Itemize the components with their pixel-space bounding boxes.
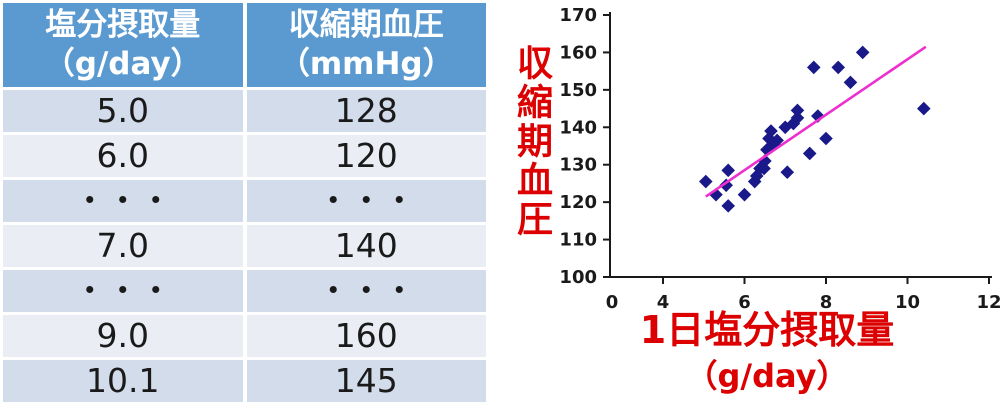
table-cell: 6.0: [3, 135, 243, 177]
x-axis-title: 1日塩分摂取量: [639, 308, 895, 352]
table-cell: 140: [246, 225, 486, 267]
x-tick-label: 8: [820, 292, 833, 313]
salt-bp-table: 塩分摂取量 （g/day） 収縮期血圧 （mmHg） 5.0 128 6.0 120 ・…: [3, 3, 486, 402]
y-tick-label: 170: [559, 5, 597, 26]
table-cell: ・・・: [3, 180, 243, 222]
data-point: [721, 199, 735, 213]
table-header-bp-title: 収縮期血圧: [288, 7, 444, 43]
table-header-salt-unit: （g/day）: [43, 46, 202, 82]
table-cell: 160: [246, 315, 486, 357]
data-point: [806, 60, 821, 75]
table-cell: 5.0: [3, 90, 243, 132]
data-point: [764, 124, 778, 138]
y-axis-title: 収縮期血圧: [511, 44, 552, 239]
table-cell: 145: [246, 360, 486, 402]
y-tick-label: 120: [559, 192, 597, 213]
data-point: [721, 163, 735, 178]
x-tick-label: 10: [895, 292, 920, 313]
table-cell: 128: [246, 90, 486, 132]
x-tick-label: 6: [738, 292, 751, 313]
y-tick-label: 140: [559, 117, 597, 138]
data-point: [747, 174, 762, 189]
x-tick-label: 0: [606, 292, 619, 313]
data-point: [917, 101, 931, 116]
data-point: [819, 131, 833, 146]
data-point: [790, 103, 805, 118]
x-axis-unit-label: （g/day）: [685, 357, 849, 395]
table-cell: 7.0: [3, 225, 243, 267]
data-point: [843, 75, 858, 90]
y-tick-label: 160: [559, 42, 597, 63]
table-cell: 9.0: [3, 315, 243, 357]
table-cell: ・・・: [3, 270, 243, 312]
data-point: [758, 154, 772, 168]
table-header-bp-unit: （mmHg）: [278, 46, 454, 82]
table-header-bp: 収縮期血圧 （mmHg）: [246, 3, 486, 87]
scatter-chart: 100 110 120 130 140 150 160 170 0 4 6 8 10 12: [559, 5, 1000, 313]
data-point: [831, 60, 846, 75]
data-point: [770, 133, 784, 148]
table-cell: 10.1: [3, 360, 243, 402]
y-tick-label: 150: [559, 80, 597, 101]
y-tick-label: 110: [559, 230, 597, 251]
table-cell: 120: [246, 135, 486, 177]
trend-line: [705, 45, 927, 198]
table-cell: ・・・: [246, 180, 486, 222]
data-point: [802, 146, 817, 161]
data-point: [698, 174, 713, 189]
data-point: [790, 111, 805, 125]
table-header-salt-title: 塩分摂取量: [45, 7, 201, 43]
table-cell: ・・・: [246, 270, 486, 312]
data-point: [737, 187, 752, 202]
x-tick-label: 12: [976, 292, 1000, 313]
y-tick-label: 130: [559, 155, 597, 176]
data-point: [855, 45, 870, 60]
table-header-salt: 塩分摂取量 （g/day）: [3, 3, 243, 87]
x-tick-label: 4: [657, 292, 670, 313]
data-point: [778, 120, 793, 135]
data-point: [780, 165, 795, 179]
y-tick-label: 100: [559, 267, 597, 288]
